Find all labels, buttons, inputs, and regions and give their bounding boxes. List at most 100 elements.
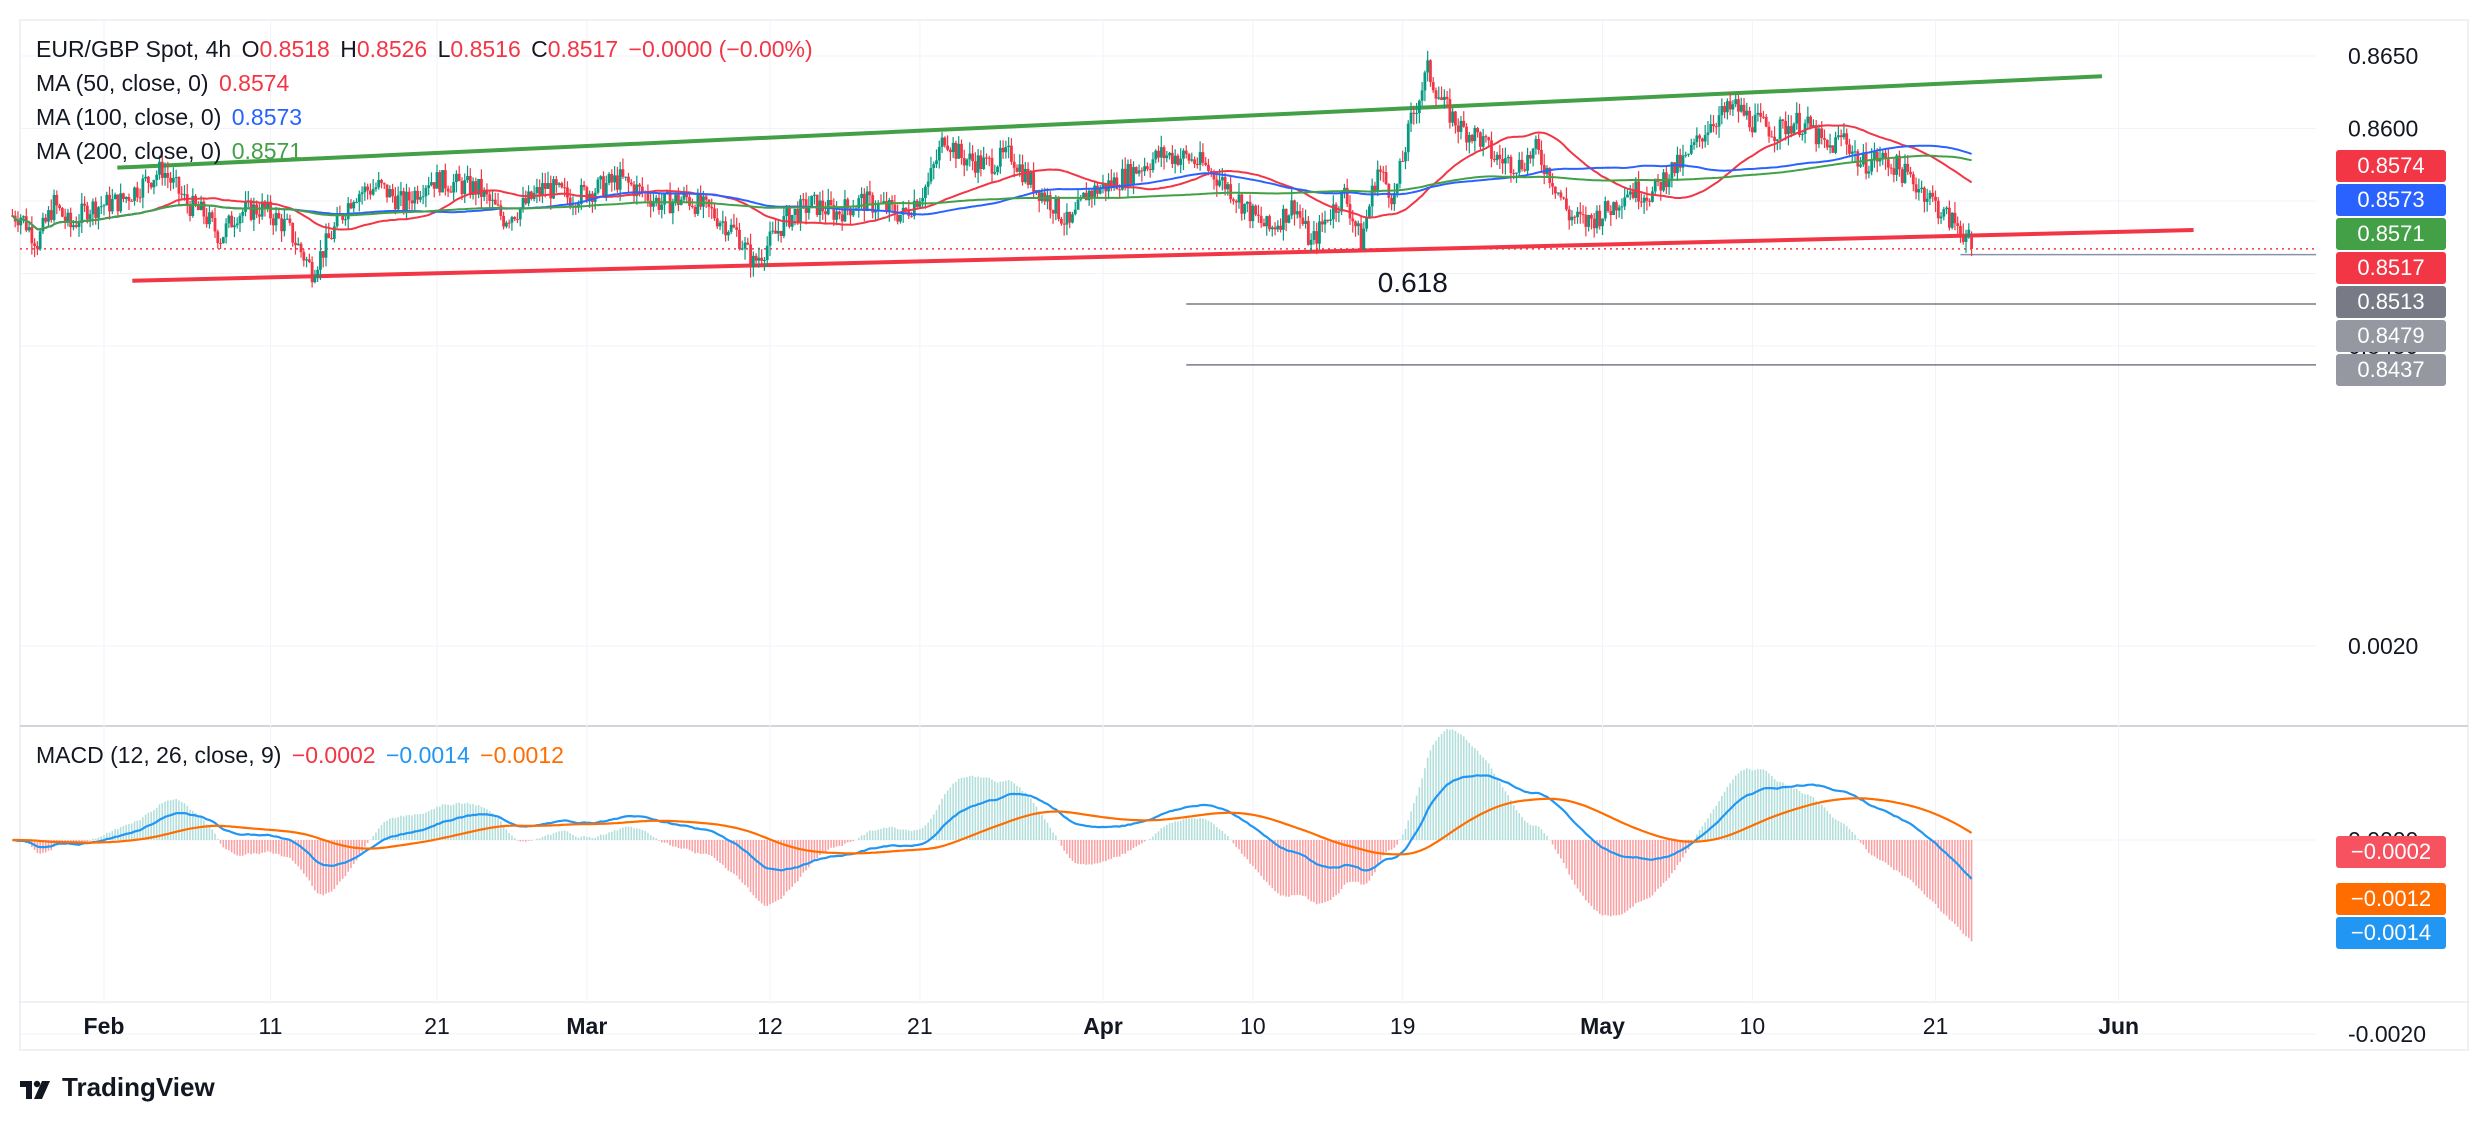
candle-body [1934, 196, 1937, 201]
candle-body [1792, 123, 1796, 134]
candle-body [702, 196, 705, 207]
candle-body [1140, 170, 1144, 172]
candle-body [1173, 155, 1177, 164]
candle-body [1073, 209, 1077, 215]
candle-body [951, 142, 955, 153]
candle-body [876, 202, 880, 211]
candle-body [357, 194, 361, 202]
candle-body [1734, 99, 1738, 105]
candle-body [1562, 197, 1566, 199]
price-tag: 0.8573 [2336, 184, 2446, 217]
candle-body [491, 199, 494, 201]
candle-body [749, 244, 752, 268]
ma50-label: MA (50, close, 0) [36, 70, 209, 96]
candle-body [971, 153, 974, 162]
candle-body [674, 194, 678, 203]
time-tick-label: Jun [2098, 1013, 2139, 1039]
candle-body [1479, 132, 1482, 147]
candle-body [1517, 159, 1521, 173]
candle-body [1157, 150, 1160, 158]
candle-body [721, 221, 725, 223]
candle-body [388, 189, 392, 198]
candle-body [122, 193, 125, 200]
candle-body [1556, 192, 1560, 194]
candle-body [760, 257, 764, 261]
candle-body [965, 159, 969, 166]
candle-body [1218, 180, 1221, 186]
candle-body [346, 203, 350, 220]
candle-body [235, 223, 239, 226]
candle-body [885, 201, 888, 211]
candle-body [1873, 151, 1876, 160]
macd-pane [12, 728, 1973, 942]
candle-body [1268, 216, 1271, 230]
candle-body [441, 170, 444, 193]
candle-body [1254, 205, 1258, 215]
candle-body [1168, 152, 1171, 156]
candle-body [1137, 170, 1141, 174]
candle-body [1390, 197, 1393, 205]
candle-body [1800, 133, 1804, 136]
candle-body [52, 194, 56, 220]
candle-body [169, 177, 172, 183]
time-tick-label: 21 [424, 1013, 450, 1039]
candle-body [227, 215, 231, 224]
candle-body [499, 205, 503, 216]
candle-body [887, 199, 891, 211]
candle-body [1257, 214, 1260, 216]
ma200-legend[interactable]: MA (200, close, 0) 0.8571 [36, 138, 306, 165]
candle-body [1223, 177, 1227, 190]
candle-body [1689, 144, 1693, 154]
candle-body [1603, 201, 1607, 219]
ma50-legend[interactable]: MA (50, close, 0) 0.8574 [36, 70, 293, 97]
candle-body [1112, 177, 1116, 187]
candle-body [49, 210, 53, 220]
candle-body [102, 205, 106, 207]
candle-body [1881, 152, 1885, 159]
trend-drawings[interactable]: 0.618 [20, 74, 2316, 366]
candle-body [1911, 174, 1915, 185]
candle-body [1343, 187, 1346, 191]
candle-body [1795, 112, 1799, 124]
candle-body [1645, 197, 1649, 201]
fib-618-label: 0.618 [1378, 267, 1448, 298]
candle-body [1484, 136, 1488, 138]
candle-body [1409, 112, 1413, 124]
candle-body [1601, 218, 1604, 227]
candle-body [1459, 120, 1463, 132]
candle-body [69, 212, 73, 228]
candle-body [219, 243, 222, 245]
candle-body [677, 194, 680, 205]
candle-body [1440, 97, 1443, 100]
candle-body [1875, 151, 1879, 162]
candle-body [935, 160, 938, 165]
macd-hist-value: −0.0002 [291, 742, 376, 768]
candle-body [1534, 138, 1538, 149]
candle-body [810, 195, 814, 208]
ma100-legend[interactable]: MA (100, close, 0) 0.8573 [36, 104, 306, 131]
candle-body [1220, 177, 1224, 181]
candle-body [1565, 198, 1568, 210]
candle-body [771, 230, 775, 232]
time-tick-label: 12 [757, 1013, 783, 1039]
candle-body [1054, 196, 1058, 214]
candle-body [541, 183, 544, 195]
candle-body [1681, 155, 1685, 168]
candle-body [1898, 155, 1901, 170]
candle-body [690, 205, 694, 207]
candle-body [119, 193, 123, 212]
candle-body [610, 174, 614, 183]
candle-body [221, 237, 225, 244]
candle-body [205, 216, 209, 225]
candle-body [1146, 166, 1149, 170]
candle-body [932, 164, 936, 168]
candle-body [480, 178, 483, 197]
macd-legend[interactable]: MACD (12, 26, close, 9) −0.0002 −0.0014 … [36, 742, 568, 769]
candle-body [946, 145, 949, 150]
candle-body [1909, 171, 1912, 175]
candle-body [1626, 194, 1629, 198]
tradingview-brand[interactable]: TradingView [20, 1072, 215, 1103]
candle-body [413, 190, 417, 204]
candle-body [557, 183, 561, 186]
